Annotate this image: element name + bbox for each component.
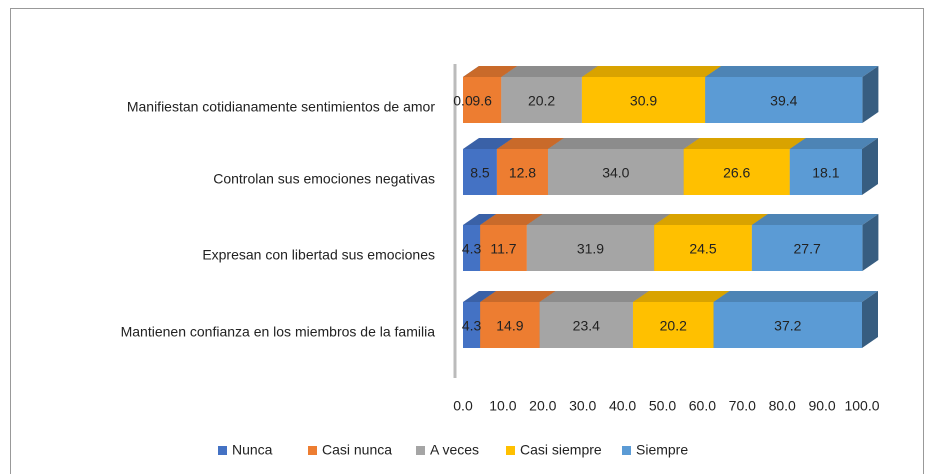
- x-tick-label: 10.0: [489, 398, 516, 414]
- legend-swatch: [416, 446, 425, 455]
- data-label: 9.6: [472, 93, 492, 109]
- x-tick-label: 20.0: [529, 398, 556, 414]
- bar-top: [463, 214, 497, 225]
- category-label: Controlan sus emociones negativas: [213, 171, 435, 187]
- bar: [632, 302, 714, 348]
- bar: [581, 77, 706, 123]
- bar-side: [862, 291, 878, 348]
- data-label: 24.5: [689, 241, 716, 257]
- x-tick-label: 60.0: [689, 398, 716, 414]
- bar-side: [862, 214, 879, 271]
- bar-top: [501, 66, 598, 77]
- legend-label: Casi nunca: [322, 442, 392, 458]
- bar-top: [789, 138, 878, 149]
- data-label: 37.2: [774, 318, 801, 334]
- bar: [751, 225, 863, 271]
- bar-top: [496, 138, 564, 149]
- bar: [480, 225, 527, 271]
- category-label: Mantienen confianza en los miembros de l…: [121, 324, 436, 340]
- data-label: 8.5: [470, 165, 490, 181]
- bar-top: [751, 214, 879, 225]
- bar: [547, 149, 684, 195]
- bar-side: [862, 138, 878, 195]
- data-label: 0.0: [453, 93, 473, 109]
- bar-top: [526, 214, 671, 225]
- x-tick-label: 70.0: [729, 398, 756, 414]
- x-tick-label: 50.0: [649, 398, 676, 414]
- legend-label: A veces: [430, 442, 479, 458]
- bar: [496, 149, 548, 195]
- data-label: 23.4: [573, 318, 600, 334]
- bar: [683, 149, 790, 195]
- bar-top: [463, 291, 497, 302]
- data-label: 26.6: [723, 165, 750, 181]
- data-label: 20.2: [660, 318, 687, 334]
- legend-label: Siempre: [636, 442, 688, 458]
- legend-swatch: [218, 446, 227, 455]
- bar-top: [539, 291, 649, 302]
- bar-side: [862, 66, 879, 123]
- data-label: 30.9: [630, 93, 657, 109]
- category-label: Manifiestan cotidianamente sentimientos …: [127, 99, 436, 115]
- bar: [654, 225, 752, 271]
- x-tick-label: 80.0: [769, 398, 796, 414]
- legend-swatch: [308, 446, 317, 455]
- bar: [501, 77, 582, 123]
- data-label: 18.1: [812, 165, 839, 181]
- bar: [463, 77, 502, 123]
- data-label: 27.7: [794, 241, 821, 257]
- bar-top: [713, 291, 878, 302]
- bar: [789, 149, 862, 195]
- data-label: 31.9: [577, 241, 604, 257]
- data-label: 20.2: [528, 93, 555, 109]
- bar: [705, 77, 863, 123]
- bar-top: [683, 138, 806, 149]
- data-label: 11.7: [490, 241, 516, 257]
- data-label: 12.8: [509, 165, 536, 181]
- x-tick-label: 0.0: [453, 398, 473, 414]
- x-tick-label: 90.0: [808, 398, 835, 414]
- data-label: 4.3: [462, 241, 482, 257]
- data-label: 4.3: [462, 318, 482, 334]
- category-label: Expresan con libertad sus emociones: [202, 247, 435, 263]
- bar-top: [480, 291, 556, 302]
- bar-top: [463, 138, 513, 149]
- data-label: 34.0: [602, 165, 629, 181]
- bar-top: [705, 66, 879, 77]
- legend-swatch: [622, 446, 631, 455]
- bar: [463, 149, 497, 195]
- x-tick-label: 40.0: [609, 398, 636, 414]
- bar-top: [463, 66, 518, 77]
- data-label: 14.9: [496, 318, 523, 334]
- bar: [713, 302, 862, 348]
- legend-label: Casi siempre: [520, 442, 602, 458]
- legend-label: Nunca: [232, 442, 273, 458]
- bar-top: [480, 214, 543, 225]
- bar-top: [547, 138, 700, 149]
- bar-top: [632, 291, 730, 302]
- bar: [463, 225, 481, 271]
- x-tick-label: 30.0: [569, 398, 596, 414]
- bar: [526, 225, 655, 271]
- bar-top: [654, 214, 768, 225]
- legend-swatch: [506, 446, 515, 455]
- x-tick-label: 100.0: [844, 398, 879, 414]
- bar: [463, 302, 481, 348]
- bar: [480, 302, 540, 348]
- bar: [539, 302, 633, 348]
- data-label: 39.4: [770, 93, 797, 109]
- bar-top: [581, 66, 722, 77]
